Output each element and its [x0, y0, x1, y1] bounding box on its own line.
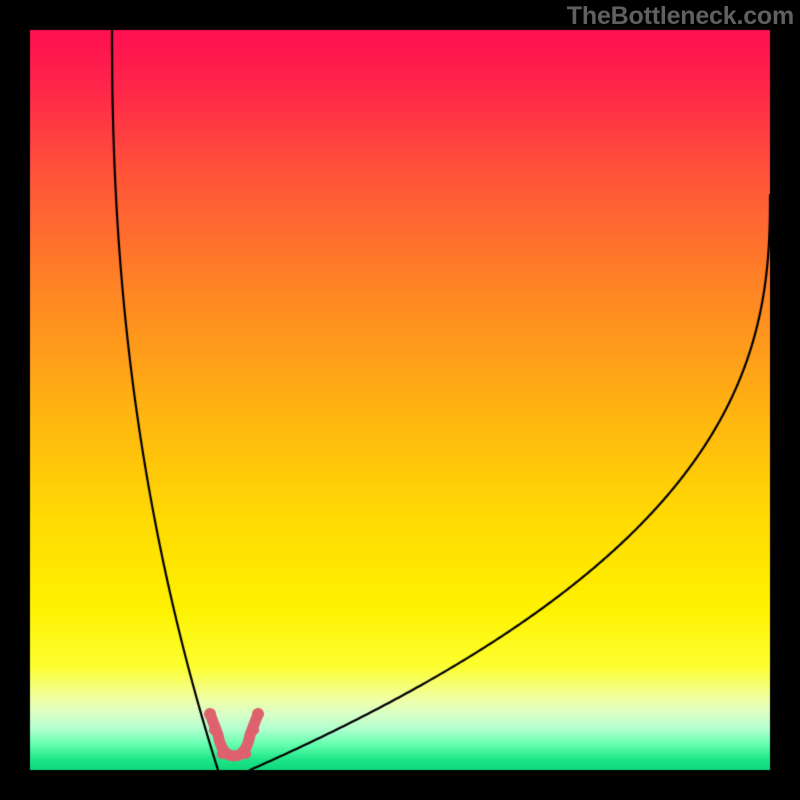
bottleneck-chart-canvas: [0, 0, 800, 800]
chart-root: TheBottleneck.com: [0, 0, 800, 800]
